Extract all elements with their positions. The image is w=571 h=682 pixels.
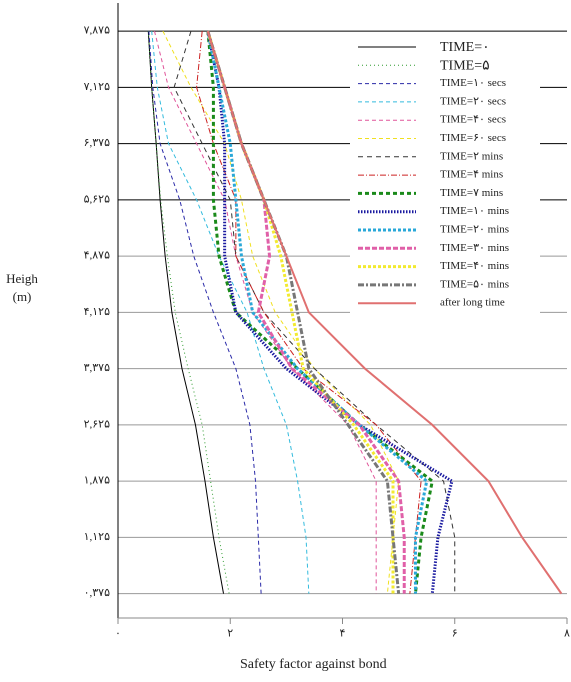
legend-label: TIME=۵ xyxy=(440,59,490,74)
x-tick-label: ۴ xyxy=(340,628,346,640)
y-tick-label: ۱,۱۲۵ xyxy=(84,531,110,543)
legend-label: TIME=۶۰ secs xyxy=(440,132,506,144)
y-axis-label: Heigh xyxy=(6,271,38,286)
legend-label: TIME=۴ mins xyxy=(440,169,503,181)
x-tick-label: ۲ xyxy=(227,628,233,640)
x-tick-label: ۶ xyxy=(452,628,458,640)
x-tick-label: ۰ xyxy=(115,628,121,640)
x-axis-label: Safety factor against bond xyxy=(240,657,387,672)
y-tick-label: ۶,۳۷۵ xyxy=(84,137,110,149)
legend-label: TIME=۲۰ secs xyxy=(440,95,506,107)
legend-label: TIME=۵۰ mins xyxy=(440,278,509,290)
legend-label: TIME=۱۰ secs xyxy=(440,77,506,89)
legend-label: TIME=۴۰ secs xyxy=(440,114,506,126)
legend-label: TIME=۲ mins xyxy=(440,150,503,162)
y-tick-label: ۷,۱۲۵ xyxy=(84,81,110,93)
legend-label: TIME=۲۰ mins xyxy=(440,224,509,236)
y-axis-label: (m) xyxy=(13,289,32,304)
legend-label: TIME=۳۰ mins xyxy=(440,242,509,254)
y-tick-label: ۴,۱۲۵ xyxy=(84,306,110,318)
legend-label: after long time xyxy=(440,297,505,309)
legend-label: TIME=۴۰ mins xyxy=(440,260,509,272)
chart: Safety factor against bond Heigh (m) ۰,۳… xyxy=(0,0,571,682)
y-tick-label: ۵,۶۲۵ xyxy=(84,193,110,205)
y-tick-label: ۰,۳۷۵ xyxy=(84,587,110,599)
y-tick-label: ۲,۶۲۵ xyxy=(84,418,110,430)
legend-label: TIME=۷ mins xyxy=(440,187,503,199)
y-tick-label: ۴,۸۷۵ xyxy=(84,250,110,262)
x-tick-label: ۸ xyxy=(564,628,570,640)
y-tick-label: ۷,۸۷۵ xyxy=(84,25,110,37)
y-tick-label: ۱,۸۷۵ xyxy=(84,475,110,487)
legend-label: TIME=۰ xyxy=(440,40,490,55)
y-tick-label: ۳,۳۷۵ xyxy=(84,362,110,374)
legend-label: TIME=۱۰ mins xyxy=(440,205,509,217)
